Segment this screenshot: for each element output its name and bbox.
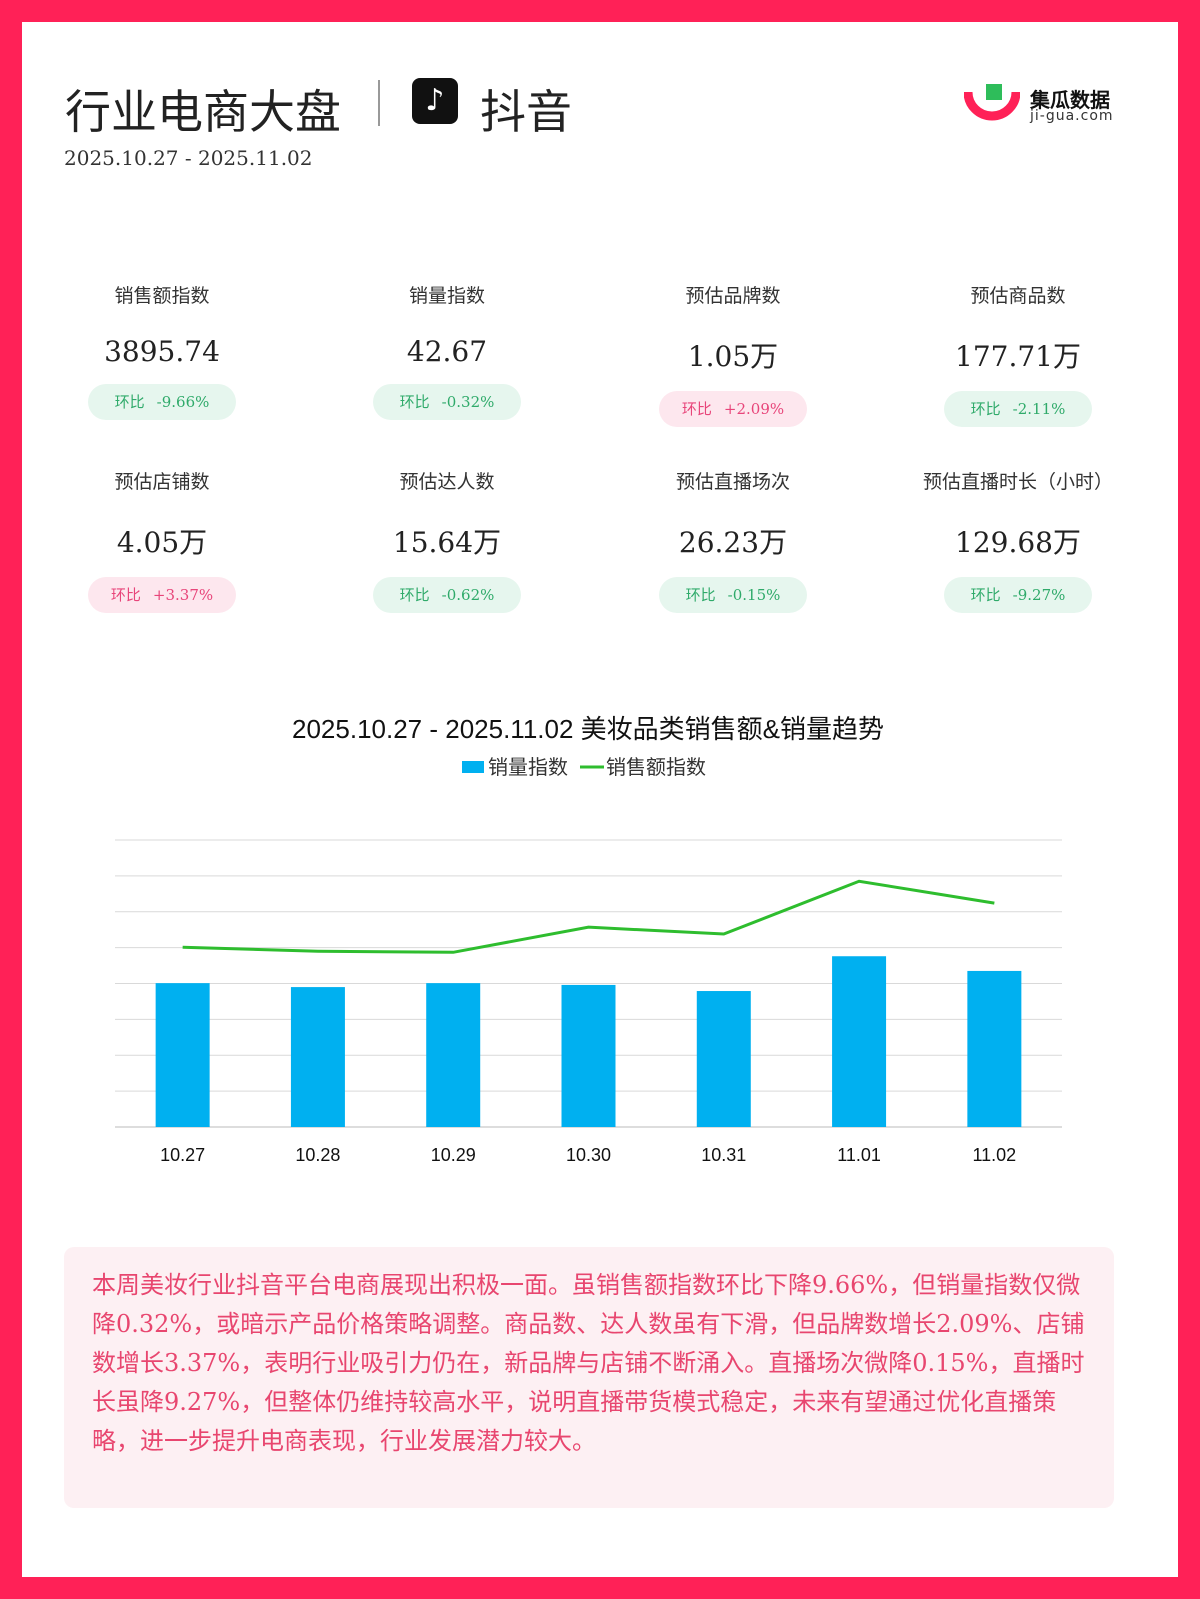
bar [290, 987, 345, 1127]
change-label: 环比 [970, 586, 1001, 604]
metric-value: 42.67 [406, 335, 488, 368]
bar [832, 956, 887, 1127]
change-value: -2.11% [1012, 400, 1066, 418]
date-range: 2025.10.27 - 2025.11.02 [64, 146, 313, 170]
change-pill: 环比 -2.11% [944, 391, 1092, 427]
change-label: 环比 [114, 393, 145, 411]
legend-swatch [462, 761, 484, 773]
change-value: -9.66% [156, 393, 210, 411]
metric-label: 预估品牌数 [685, 285, 781, 307]
change-value: +3.37% [152, 586, 214, 604]
change-label: 环比 [399, 393, 430, 411]
change-pill: 环比 -0.62% [373, 577, 521, 613]
metric-card: 预估直播时长（小时） 129.68万环比 -9.27% [878, 467, 1158, 613]
logo-url: ji-gua.com [1030, 108, 1114, 124]
line [182, 879, 995, 954]
x-tick-label: 11.02 [972, 1145, 1016, 1165]
bar [155, 983, 210, 1127]
metric-label: 预估店铺数 [114, 471, 210, 493]
change-value: -0.62% [441, 586, 495, 604]
metric-value: 177.71万 [955, 340, 1081, 373]
change-label: 环比 [685, 586, 716, 604]
chart: 2025.10.27 - 2025.11.02 美妆品类销售额&销量趋势销量指数… [115, 714, 1062, 1165]
metric-card: 销量指数 42.67 环比 -0.32% [307, 281, 587, 420]
metric-card: 销售额指数 3895.74 环比 -9.66% [22, 281, 302, 420]
bar [967, 970, 1022, 1127]
change-pill: 环比 -0.15% [659, 577, 807, 613]
change-value: -0.32% [441, 393, 495, 411]
change-pill: 环比 -9.66% [88, 384, 236, 420]
bar [696, 991, 751, 1127]
metric-value: 3895.74 [104, 335, 220, 368]
legend-label: 销量指数 [488, 756, 568, 779]
change-pill: 环比 -0.32% [373, 384, 521, 420]
divider [378, 80, 380, 126]
change-label: 环比 [399, 586, 430, 604]
legend-label: 销售额指数 [606, 756, 706, 779]
change-label: 环比 [681, 400, 712, 418]
x-tick-label: 10.28 [295, 1145, 340, 1165]
change-pill: 环比 +2.09% [659, 391, 807, 427]
metric-value: 15.64万 [392, 526, 502, 559]
metric-card: 预估直播场次 26.23万环比 -0.15% [593, 467, 873, 613]
bar [561, 984, 616, 1127]
metric-card: 预估商品数 177.71万环比 -2.11% [878, 281, 1158, 427]
metric-value: 129.68万 [955, 526, 1081, 559]
x-tick-label: 10.27 [160, 1145, 205, 1165]
change-pill: 环比 +3.37% [88, 577, 236, 613]
x-tick-label: 10.31 [701, 1145, 746, 1165]
bar [426, 983, 481, 1127]
logo-name: 集瓜数据 [1030, 88, 1110, 112]
metric-label: 销售额指数 [114, 285, 210, 307]
metric-label: 预估商品数 [970, 285, 1066, 307]
tiktok-icon: ♪ [412, 78, 458, 124]
metric-card: 预估品牌数 1.05万环比 +2.09% [593, 281, 873, 427]
x-tick-label: 10.30 [566, 1145, 611, 1165]
x-tick-label: 10.29 [431, 1145, 476, 1165]
metric-card: 预估店铺数 4.05万环比 +3.37% [22, 467, 302, 613]
metric-label: 销量指数 [408, 285, 485, 307]
metric-card: 预估达人数 15.64万环比 -0.62% [307, 467, 587, 613]
logo-icon [964, 84, 1020, 121]
metric-value: 4.05万 [116, 526, 208, 559]
change-value: -0.15% [727, 586, 781, 604]
metric-label: 预估直播时长（小时） [922, 471, 1113, 493]
metric-label: 预估直播场次 [675, 471, 790, 493]
change-label: 环比 [110, 586, 141, 604]
x-tick-label: 11.01 [837, 1145, 881, 1165]
title: 行业电商大盘 [65, 85, 341, 139]
platform: 抖音 [480, 85, 572, 139]
change-label: 环比 [970, 400, 1001, 418]
metric-value: 1.05万 [687, 340, 779, 373]
summary: 本周美妆行业抖音平台电商展现出积极一面。虽销售额指数环比下降9.66%，但销量指… [64, 1247, 1114, 1508]
metric-label: 预估达人数 [399, 471, 495, 493]
change-value: +2.09% [723, 400, 785, 418]
chart-title: 2025.10.27 - 2025.11.02 美妆品类销售额&销量趋势 [292, 714, 884, 744]
metric-value: 26.23万 [678, 526, 788, 559]
change-value: -9.27% [1012, 586, 1066, 604]
change-pill: 环比 -9.27% [944, 577, 1092, 613]
